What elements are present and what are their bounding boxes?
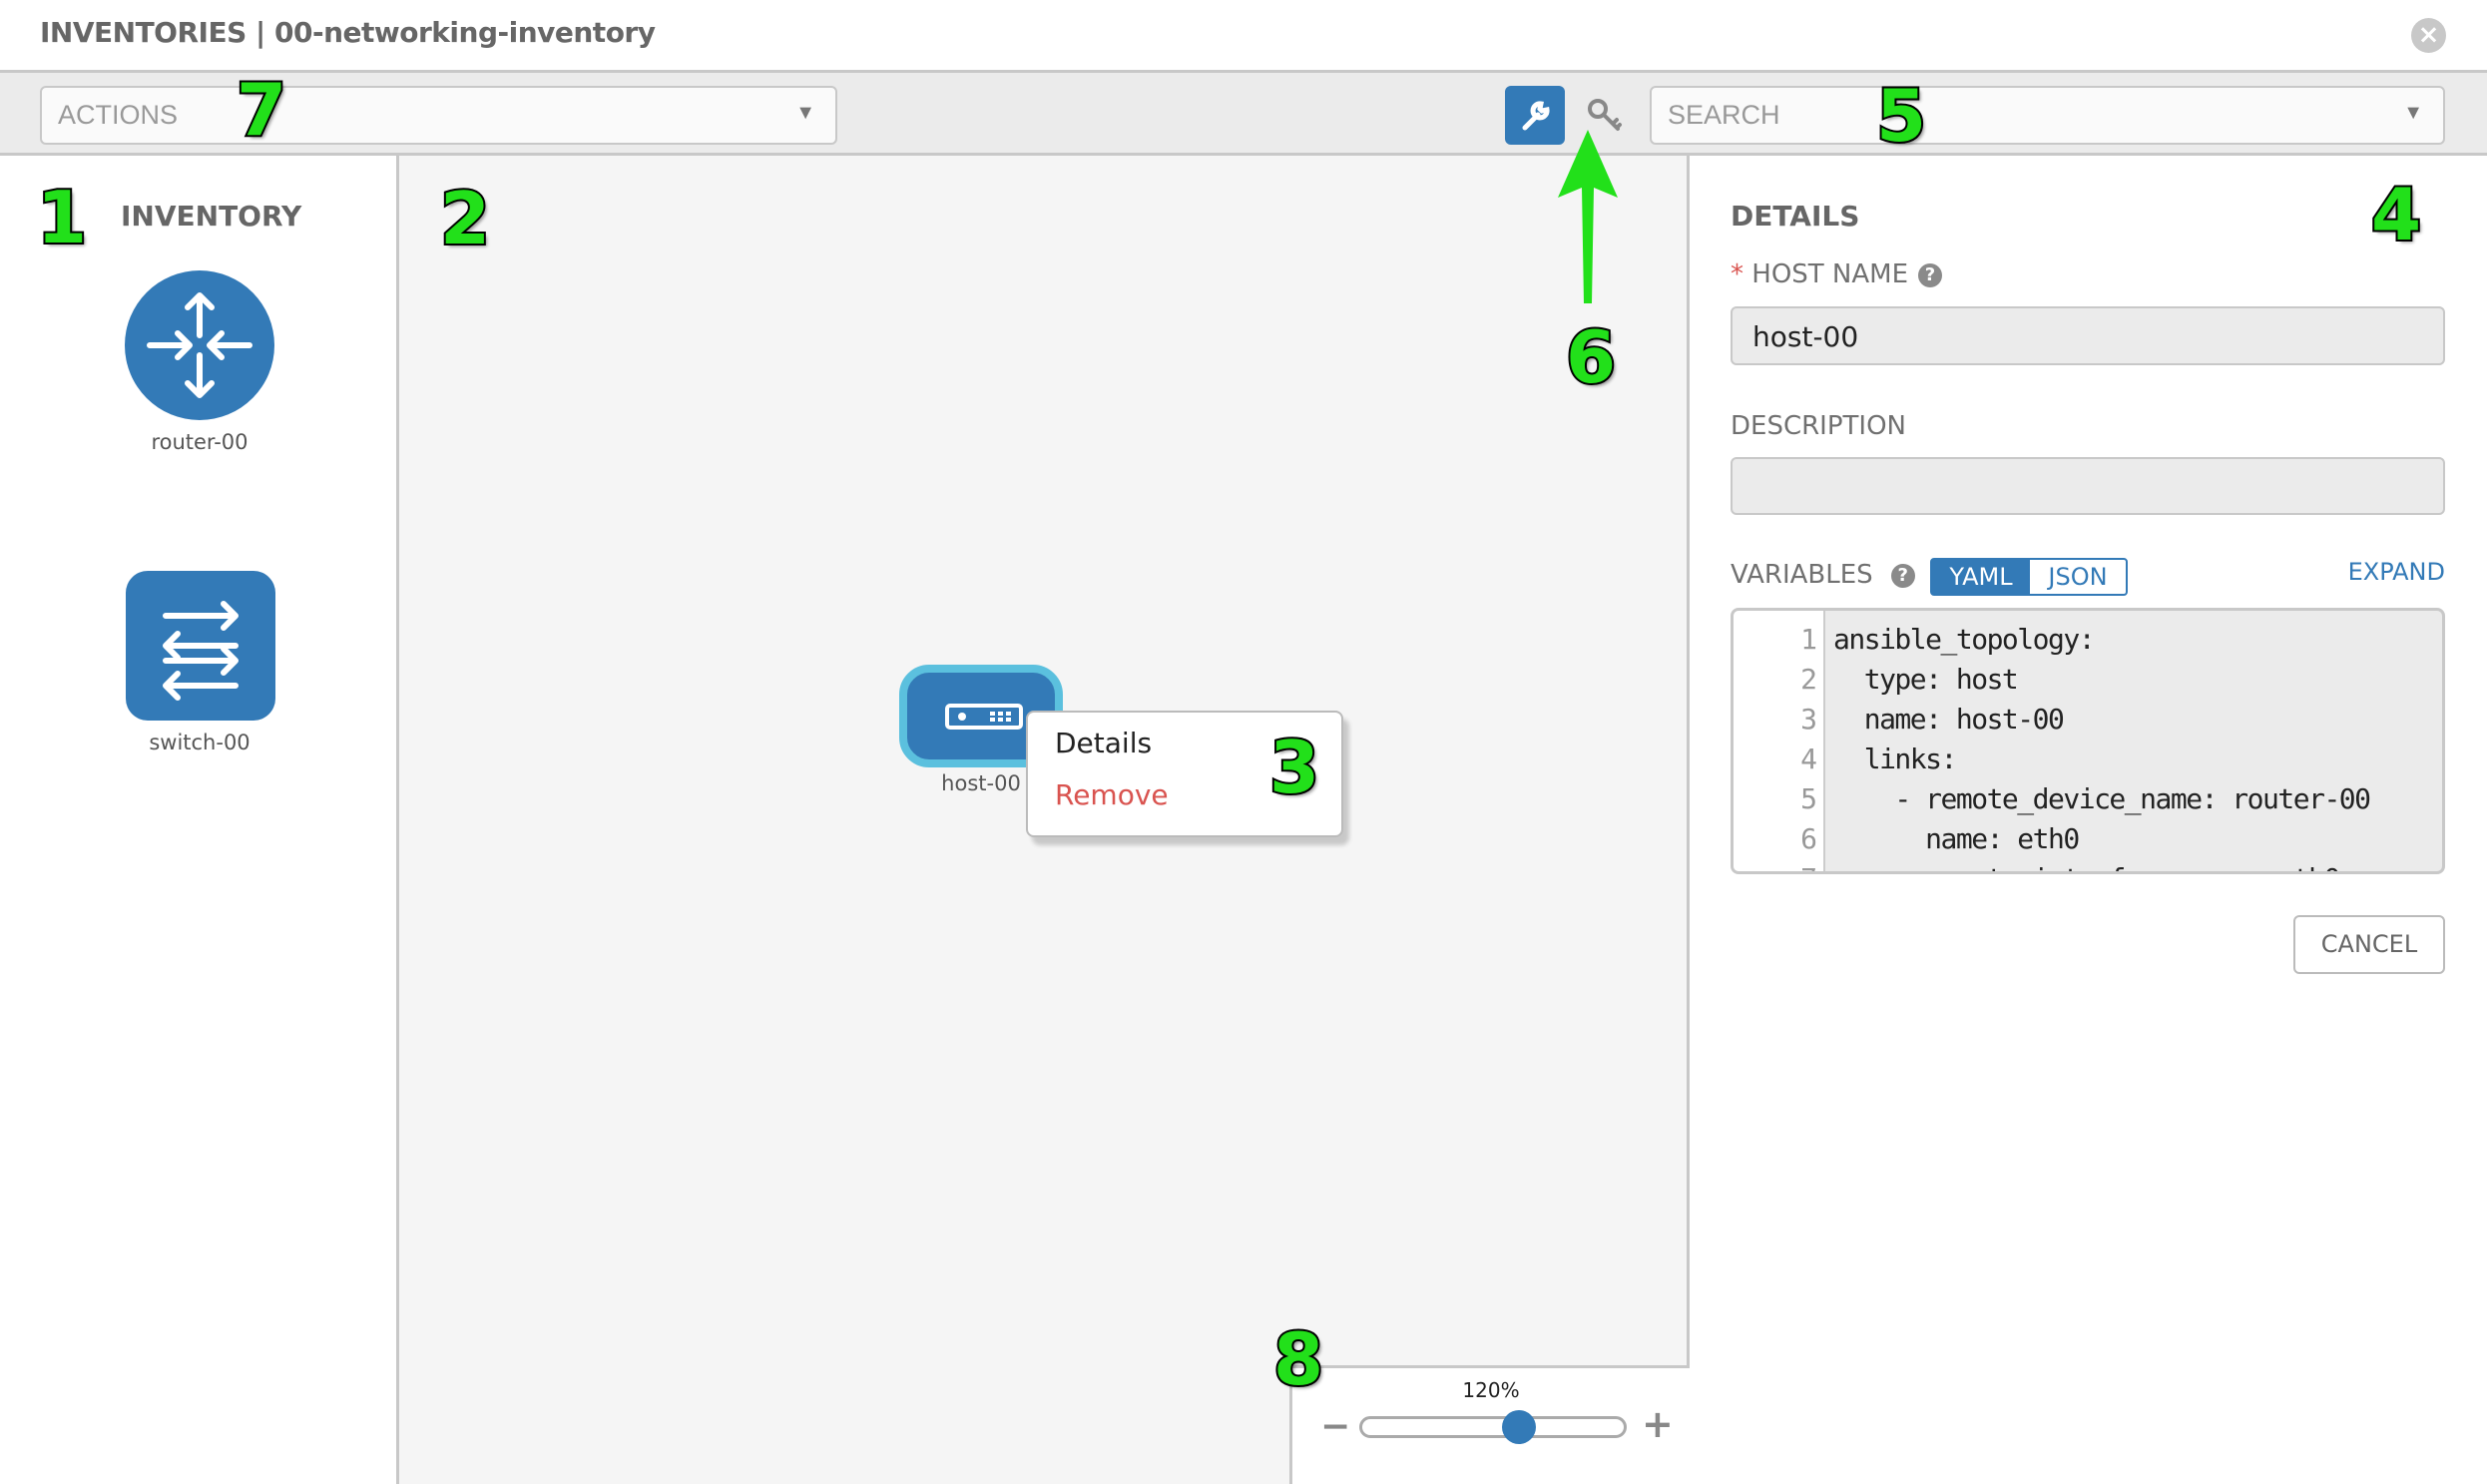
page-title: INVENTORIES | 00-networking-inventory [40, 16, 656, 49]
annotation-arrow-icon [1558, 130, 1618, 303]
variables-editor[interactable]: 1 2 3 4 5 6 7 ansible_topology: type: host nam… [1731, 608, 2445, 874]
annotation-4: 4 [2369, 173, 2423, 256]
toolbar: ACTIONS ▼ SEARCH ▼ [0, 73, 2487, 156]
help-icon[interactable]: ? [1918, 262, 1943, 287]
zoom-level: 120% [1462, 1378, 1520, 1402]
line-number: 4 [1800, 742, 1817, 775]
menu-item-details[interactable]: Details [1055, 727, 1153, 759]
line-number: 5 [1800, 782, 1817, 815]
code-line: ansible_topology: [1833, 623, 2096, 656]
inventory-panel: INVENTORY router-00 switch-00 [0, 156, 399, 1484]
json-toggle[interactable]: JSON [2048, 563, 2108, 591]
actions-dropdown[interactable]: ACTIONS ▼ [40, 86, 837, 145]
variables-label-text: VARIABLES [1731, 560, 1873, 590]
code-line: name: eth0 [1833, 822, 2080, 855]
zoom-control: 120% − + [1289, 1365, 1690, 1484]
code-line: remote_interface_name: eth0 [1833, 862, 2340, 871]
line-number: 1 [1800, 623, 1817, 656]
code-line: - remote_device_name: router-00 [1833, 782, 2371, 815]
line-number-gutter: 1 2 3 4 5 6 7 [1734, 611, 1825, 871]
chevron-down-icon: ▼ [795, 102, 815, 124]
details-title: DETAILS [1731, 200, 1860, 233]
zoom-in-button[interactable]: + [1642, 1402, 1674, 1446]
annotation-6: 6 [1564, 315, 1618, 399]
line-number: 3 [1800, 703, 1817, 736]
format-toggle: YAML JSON [1930, 558, 2128, 596]
description-label: DESCRIPTION [1731, 411, 1906, 441]
annotation-7: 7 [235, 68, 288, 152]
context-menu: Details Remove [1026, 711, 1343, 837]
code-line: name: host-00 [1833, 703, 2065, 736]
code-line: links: [1833, 742, 1958, 775]
switch-icon[interactable] [126, 571, 275, 721]
code-line: type: host [1833, 663, 2019, 696]
annotation-3: 3 [1267, 726, 1321, 809]
switch-label: switch-00 [149, 731, 250, 754]
zoom-slider[interactable] [1359, 1410, 1627, 1444]
inventory-title: INVENTORY [121, 200, 302, 233]
zoom-slider-thumb[interactable] [1502, 1410, 1537, 1444]
host-name-input[interactable]: host-00 [1731, 306, 2445, 365]
search-placeholder: SEARCH [1668, 100, 1780, 130]
variables-label: VARIABLES? [1731, 560, 1915, 590]
host-name-label: * HOST NAME? [1731, 259, 1943, 289]
yaml-toggle[interactable]: YAML [1932, 560, 2030, 594]
line-number: 7 [1800, 862, 1817, 871]
zoom-out-button[interactable]: − [1320, 1406, 1351, 1447]
expand-link[interactable]: EXPAND [2347, 558, 2445, 586]
annotation-1: 1 [35, 176, 89, 259]
router-label: router-00 [151, 430, 249, 454]
cancel-button[interactable]: CANCEL [2293, 915, 2445, 974]
host-icon [945, 704, 1023, 730]
help-icon[interactable]: ? [1890, 563, 1915, 588]
line-number: 6 [1800, 822, 1817, 855]
menu-item-remove[interactable]: Remove [1055, 778, 1169, 811]
description-input[interactable] [1731, 457, 2445, 515]
annotation-8: 8 [1271, 1317, 1325, 1401]
actions-placeholder: ACTIONS [58, 100, 179, 130]
annotation-2: 2 [438, 177, 492, 260]
line-number: 2 [1800, 663, 1817, 696]
host-label: host-00 [941, 771, 1021, 795]
search-dropdown[interactable]: SEARCH ▼ [1650, 86, 2445, 145]
key-icon[interactable] [1585, 96, 1625, 136]
annotation-5: 5 [1874, 74, 1928, 158]
topology-canvas[interactable]: host-00 Details Remove [399, 156, 1690, 1484]
wrench-icon[interactable] [1505, 86, 1565, 145]
title-bar: INVENTORIES | 00-networking-inventory × [0, 0, 2487, 73]
close-circle-icon[interactable]: × [2411, 18, 2446, 53]
chevron-down-icon: ▼ [2403, 102, 2423, 124]
host-name-label-text: HOST NAME [1751, 259, 1909, 289]
required-mark: * [1731, 259, 1743, 289]
router-icon[interactable] [125, 270, 274, 420]
